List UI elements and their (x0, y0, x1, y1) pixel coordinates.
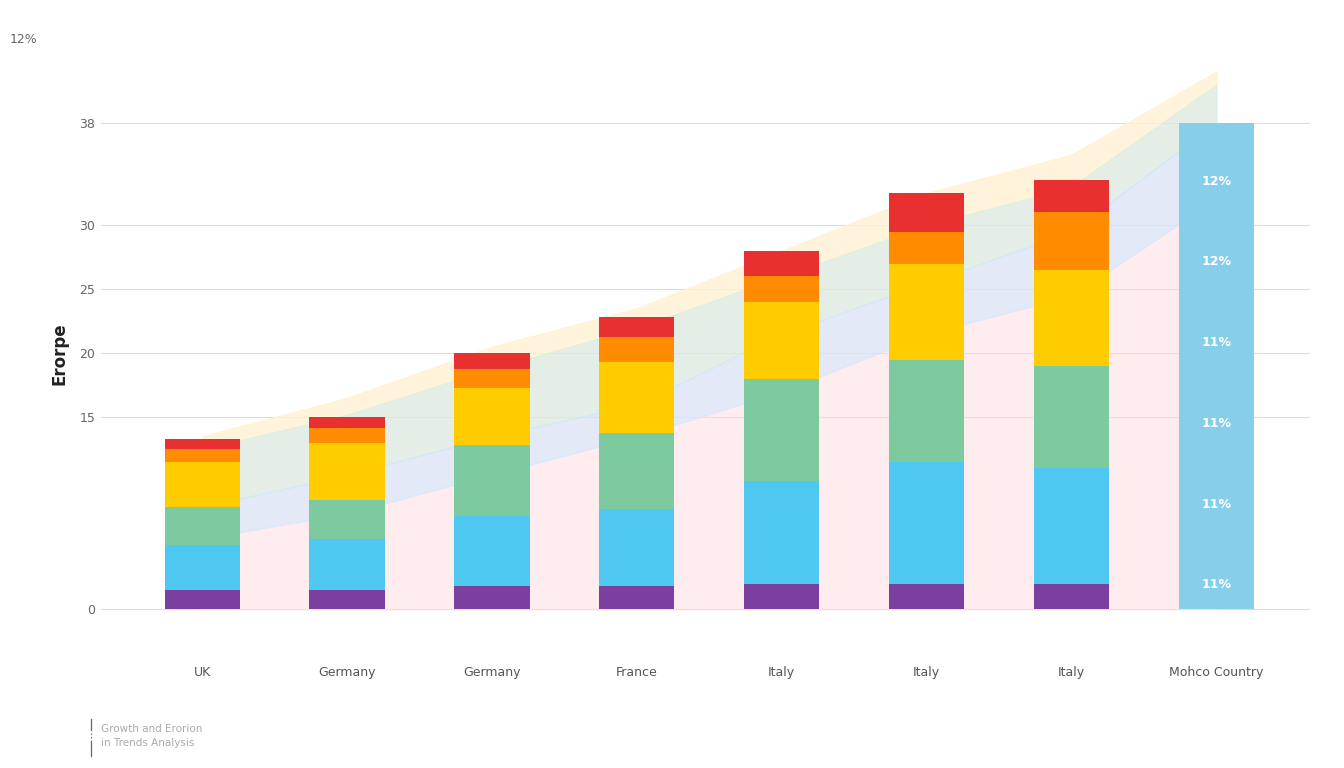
Text: 11%: 11% (1202, 417, 1231, 430)
Text: 12%: 12% (1202, 175, 1231, 187)
Bar (454, 586, 530, 609)
Bar (164, 449, 239, 462)
Bar (1034, 366, 1109, 468)
Bar (164, 507, 239, 545)
Bar (888, 232, 964, 263)
Text: Growth and Erorion
in Trends Analysis: Growth and Erorion in Trends Analysis (101, 723, 202, 749)
Bar (1034, 213, 1109, 270)
Text: jintsorctt: jintsorctt (1191, 725, 1306, 747)
Bar (454, 369, 530, 388)
Bar (164, 590, 239, 609)
Bar (599, 432, 675, 509)
Bar (1034, 584, 1109, 609)
Bar (309, 417, 384, 428)
Bar (745, 584, 820, 609)
Bar (1034, 468, 1109, 584)
Bar (599, 586, 675, 609)
Text: Margie: Margie (30, 727, 99, 745)
Bar (454, 388, 530, 445)
Bar (745, 302, 820, 379)
Bar (745, 379, 820, 482)
Y-axis label: Erorpe: Erorpe (50, 322, 69, 385)
Bar (164, 439, 239, 449)
Bar (599, 362, 675, 432)
Text: 11%: 11% (1202, 336, 1231, 349)
Bar (745, 482, 820, 584)
Text: 11%: 11% (1202, 578, 1231, 591)
Text: 11%: 11% (1202, 498, 1231, 511)
Bar (1179, 123, 1254, 609)
Bar (164, 545, 239, 590)
Bar (164, 462, 239, 507)
Bar (309, 428, 384, 443)
Bar (599, 317, 675, 336)
Bar (888, 462, 964, 584)
Bar (454, 353, 530, 369)
Bar (888, 194, 964, 232)
Bar (599, 509, 675, 586)
Bar (745, 276, 820, 302)
Text: 12%: 12% (11, 34, 38, 46)
Bar (1034, 270, 1109, 366)
Bar (599, 336, 675, 362)
Bar (454, 445, 530, 516)
Bar (888, 584, 964, 609)
Bar (309, 590, 384, 609)
Text: 12%: 12% (1202, 256, 1231, 269)
Bar (309, 539, 384, 590)
Bar (1034, 180, 1109, 213)
Bar (888, 263, 964, 359)
Bar (309, 501, 384, 539)
Bar (454, 516, 530, 586)
Bar (745, 251, 820, 276)
Bar (309, 443, 384, 501)
Bar (888, 359, 964, 462)
